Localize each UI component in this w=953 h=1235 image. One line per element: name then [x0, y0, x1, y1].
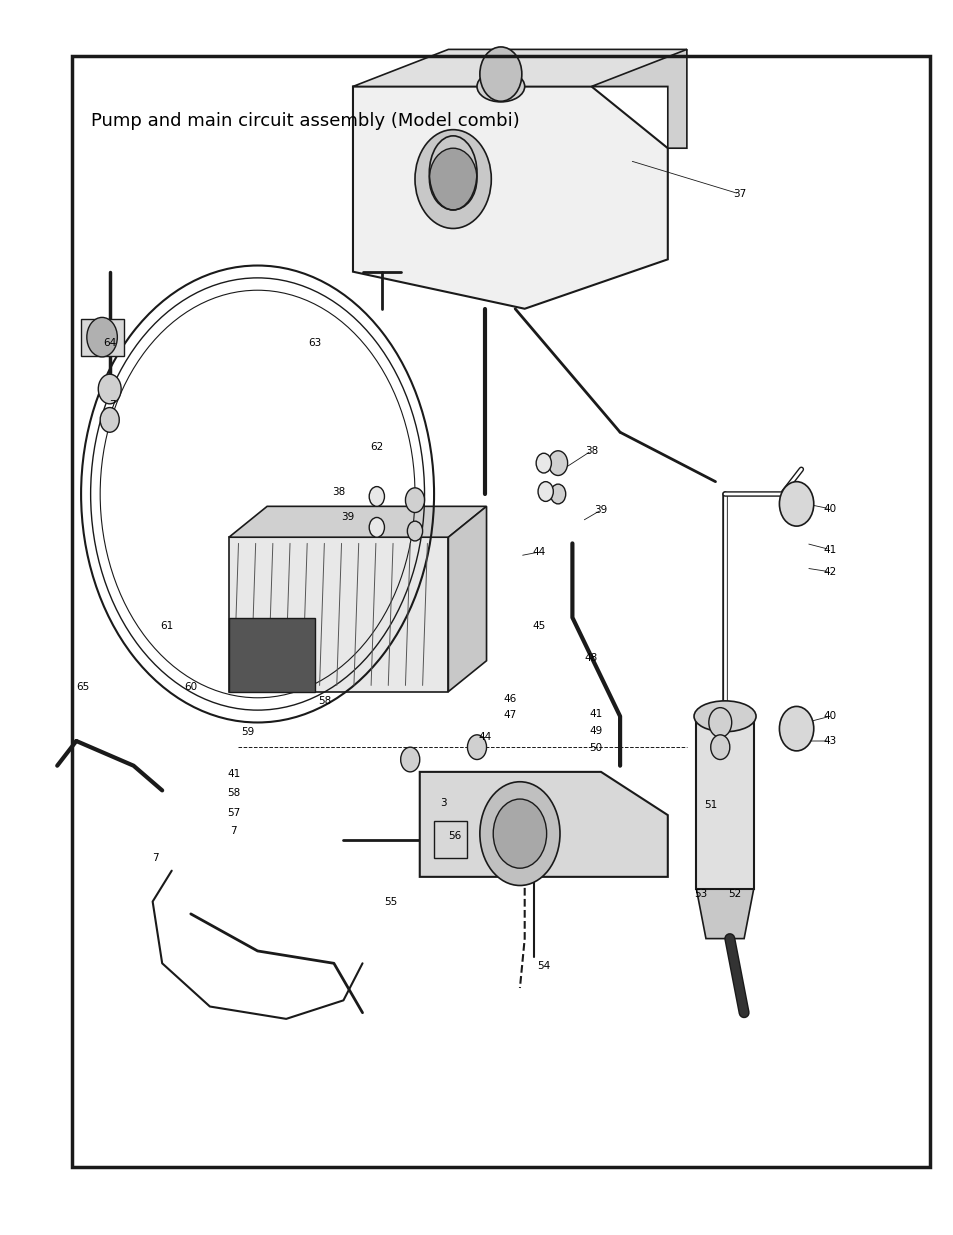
- Polygon shape: [353, 49, 686, 86]
- Circle shape: [537, 482, 553, 501]
- Text: 38: 38: [584, 446, 598, 456]
- Polygon shape: [448, 506, 486, 692]
- Circle shape: [407, 521, 422, 541]
- Circle shape: [415, 130, 491, 228]
- Polygon shape: [591, 49, 686, 148]
- Circle shape: [536, 453, 551, 473]
- Polygon shape: [229, 537, 448, 692]
- Text: 61: 61: [160, 621, 173, 631]
- Text: 65: 65: [76, 682, 90, 692]
- Text: 54: 54: [537, 961, 550, 971]
- Text: 63: 63: [308, 338, 321, 348]
- Text: 52: 52: [727, 889, 740, 899]
- Text: 7: 7: [152, 853, 158, 863]
- Polygon shape: [696, 716, 753, 889]
- Polygon shape: [353, 86, 667, 309]
- Text: 7: 7: [110, 400, 115, 410]
- Text: 64: 64: [103, 338, 116, 348]
- Text: 41: 41: [227, 769, 240, 779]
- Text: 44: 44: [532, 547, 545, 557]
- FancyBboxPatch shape: [229, 618, 314, 692]
- Text: 57: 57: [227, 808, 240, 818]
- Circle shape: [100, 408, 119, 432]
- Text: 48: 48: [584, 653, 598, 663]
- Text: 55: 55: [384, 897, 397, 906]
- Circle shape: [779, 482, 813, 526]
- Polygon shape: [696, 889, 753, 939]
- Text: 38: 38: [332, 487, 345, 496]
- Text: 39: 39: [594, 505, 607, 515]
- Circle shape: [550, 484, 565, 504]
- Text: 42: 42: [822, 567, 836, 577]
- Circle shape: [369, 487, 384, 506]
- Text: 56: 56: [448, 831, 461, 841]
- Text: 37: 37: [732, 189, 745, 199]
- Circle shape: [405, 488, 424, 513]
- Polygon shape: [229, 506, 486, 537]
- Text: 58: 58: [317, 697, 331, 706]
- Circle shape: [369, 517, 384, 537]
- Circle shape: [548, 451, 567, 475]
- Circle shape: [710, 735, 729, 760]
- Text: 53: 53: [694, 889, 707, 899]
- Text: 49: 49: [589, 726, 602, 736]
- Text: 62: 62: [370, 442, 383, 452]
- Circle shape: [479, 47, 521, 101]
- Text: 45: 45: [532, 621, 545, 631]
- Circle shape: [429, 148, 476, 210]
- Circle shape: [98, 374, 121, 404]
- Text: 50: 50: [589, 743, 602, 753]
- Text: 59: 59: [241, 727, 254, 737]
- Polygon shape: [81, 319, 124, 356]
- Circle shape: [479, 782, 559, 885]
- Text: 41: 41: [589, 709, 602, 719]
- Circle shape: [400, 747, 419, 772]
- Text: 41: 41: [822, 545, 836, 555]
- Polygon shape: [419, 772, 667, 877]
- Text: 7: 7: [231, 826, 236, 836]
- Text: 40: 40: [822, 711, 836, 721]
- Text: 3: 3: [440, 798, 446, 808]
- Text: 58: 58: [227, 788, 240, 798]
- Circle shape: [467, 735, 486, 760]
- Text: 43: 43: [822, 736, 836, 746]
- Ellipse shape: [694, 701, 756, 732]
- Text: 39: 39: [341, 513, 355, 522]
- Circle shape: [493, 799, 546, 868]
- Text: 40: 40: [822, 504, 836, 514]
- Text: 44: 44: [477, 732, 491, 742]
- Text: 60: 60: [184, 682, 197, 692]
- Text: 47: 47: [503, 710, 517, 720]
- Ellipse shape: [476, 72, 524, 103]
- Text: Pump and main circuit assembly (Model combi): Pump and main circuit assembly (Model co…: [91, 111, 518, 130]
- Text: 51: 51: [703, 800, 717, 810]
- Text: 46: 46: [503, 694, 517, 704]
- Circle shape: [87, 317, 117, 357]
- Circle shape: [779, 706, 813, 751]
- Circle shape: [708, 708, 731, 737]
